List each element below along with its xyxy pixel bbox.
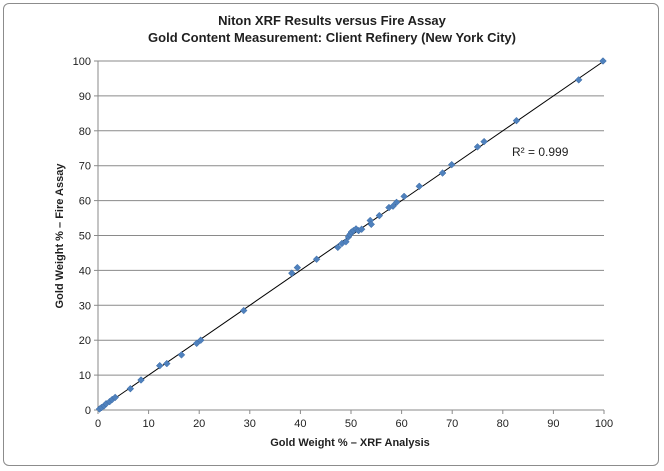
data-point xyxy=(312,255,321,263)
y-tick-label: 70 xyxy=(79,161,91,173)
chart-frame xyxy=(3,3,659,466)
x-tick-label: 80 xyxy=(497,418,509,430)
x-tick-label: 50 xyxy=(345,418,357,430)
data-point xyxy=(177,351,186,359)
data-point xyxy=(473,143,482,151)
x-axis-label: Gold Weight % – XRF Analysis xyxy=(270,437,430,449)
data-point xyxy=(342,238,350,246)
data-points xyxy=(95,57,607,413)
tick-labels: 0 10 20 30 40 50 60 70 80 90 100 0 10 20 30 40 50 60 70 80 9… xyxy=(73,56,614,430)
data-point xyxy=(438,169,447,177)
data-point xyxy=(196,336,205,344)
y-tick-label: 100 xyxy=(73,56,91,68)
data-point xyxy=(192,339,201,348)
data-point xyxy=(400,192,408,201)
data-point xyxy=(574,76,583,84)
r-squared-annotation: R² = 0.999 xyxy=(512,145,569,159)
data-point xyxy=(111,393,119,402)
y-axis-label: Gold Weight % – Fire Assay xyxy=(54,163,66,309)
data-point xyxy=(239,306,248,315)
data-point xyxy=(137,376,145,384)
data-point xyxy=(389,202,397,210)
x-tick-label: 0 xyxy=(95,418,101,430)
y-tick-label: 0 xyxy=(85,405,91,417)
data-point xyxy=(126,384,135,393)
axes xyxy=(94,60,605,414)
data-point xyxy=(392,198,401,207)
y-tick-label: 30 xyxy=(79,300,91,312)
x-tick-label: 10 xyxy=(142,418,154,430)
data-point xyxy=(367,220,375,229)
y-tick-label: 20 xyxy=(79,335,91,347)
x-tick-label: 30 xyxy=(244,418,256,430)
y-tick-label: 10 xyxy=(79,370,91,382)
x-tick-label: 90 xyxy=(547,418,559,430)
x-tick-label: 20 xyxy=(193,418,205,430)
x-tick-label: 60 xyxy=(395,418,407,430)
data-point xyxy=(447,160,456,169)
chart-title-block: Niton XRF Results versus Fire Assay Gold… xyxy=(0,12,664,46)
data-point xyxy=(334,243,342,252)
data-point xyxy=(155,361,164,370)
y-tick-label: 60 xyxy=(79,196,91,208)
x-tick-label: 40 xyxy=(294,418,306,430)
data-point xyxy=(480,137,488,146)
data-point xyxy=(415,182,424,191)
x-tick-label: 100 xyxy=(595,418,613,430)
y-tick-label: 90 xyxy=(79,91,91,103)
data-point xyxy=(293,263,302,272)
y-tick-label: 80 xyxy=(79,126,91,138)
chart-subtitle: Gold Content Measurement: Client Refiner… xyxy=(148,30,516,45)
data-point xyxy=(163,359,171,368)
data-point xyxy=(512,116,521,125)
data-point xyxy=(599,57,607,65)
gridlines xyxy=(98,60,604,376)
chart-title: Niton XRF Results versus Fire Assay xyxy=(218,13,446,28)
data-point xyxy=(375,211,384,220)
data-point xyxy=(288,269,296,277)
y-tick-label: 50 xyxy=(79,231,91,243)
y-tick-label: 40 xyxy=(79,265,91,277)
x-tick-label: 70 xyxy=(446,418,458,430)
data-point xyxy=(357,225,366,233)
